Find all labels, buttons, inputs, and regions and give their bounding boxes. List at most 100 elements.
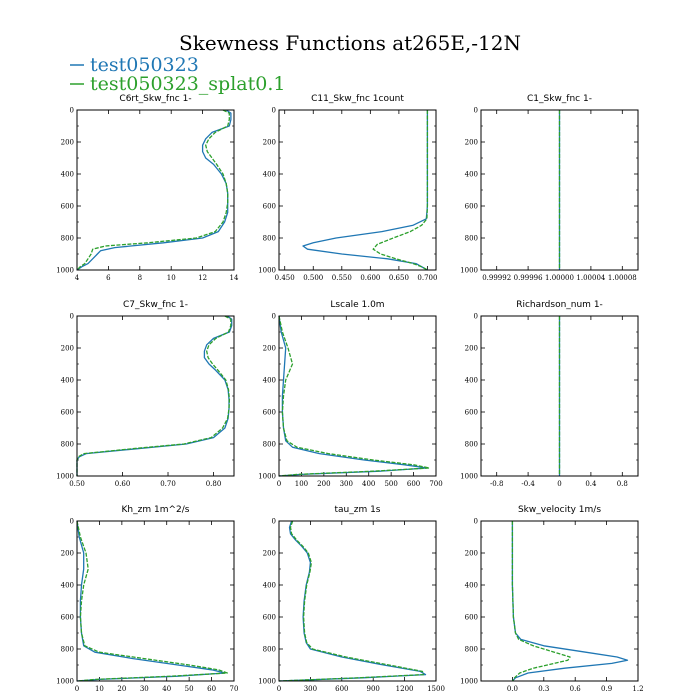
x-tick-label: 0.4 <box>585 480 597 488</box>
y-tick-label: 600 <box>465 203 478 211</box>
x-tick-label: 60 <box>207 685 216 693</box>
series-line-2 <box>278 520 425 682</box>
x-tick-label: 0.50 <box>69 480 85 488</box>
x-tick-label: 40 <box>162 685 171 693</box>
y-tick-label: 800 <box>263 235 276 243</box>
y-tick-label: 1000 <box>460 678 478 686</box>
y-tick-label: 800 <box>61 235 74 243</box>
y-tick-label: 600 <box>263 203 276 211</box>
series-line-2 <box>76 520 228 682</box>
legend-label-2: test050323_splat0.1 <box>90 73 285 95</box>
panel-2: C11_Skw_fnc 1count 0 200 400 600 800 10000.450… <box>258 94 437 282</box>
y-tick-label: 0 <box>272 107 276 115</box>
x-tick-label: 0.9 <box>601 685 612 693</box>
y-tick-label: 800 <box>263 646 276 654</box>
x-tick-label: 500 <box>384 480 397 488</box>
x-tick-label: 10 <box>95 685 104 693</box>
plot-frame <box>76 109 235 271</box>
y-tick-label: 0 <box>474 313 478 321</box>
x-tick-label: 1.2 <box>632 685 643 693</box>
x-tick-label: 12 <box>198 274 207 282</box>
y-tick-label: 400 <box>465 171 478 179</box>
y-tick-label: 600 <box>61 203 74 211</box>
x-tick-label: 600 <box>335 685 348 693</box>
y-tick-label: 1000 <box>56 678 74 686</box>
y-tick-label: 1000 <box>460 473 478 481</box>
plot-frame <box>278 315 437 477</box>
plot-frame <box>480 109 639 271</box>
panel-title: Kh_zm 1m^2/s <box>122 505 190 515</box>
x-tick-label: 30 <box>140 685 149 693</box>
y-tick-label: 400 <box>61 582 74 590</box>
x-tick-label: 1200 <box>396 685 414 693</box>
y-tick-label: 200 <box>465 550 478 558</box>
x-tick-label: 70 <box>230 685 239 693</box>
plot-frame <box>76 520 235 682</box>
series-line-2 <box>372 110 429 271</box>
x-tick-label: 20 <box>117 685 126 693</box>
panel-3: C1_Skw_fnc 1- 0 200 400 600 800 1000 0.99992 0.9… <box>460 94 639 282</box>
x-tick-label: 14 <box>230 274 239 282</box>
series-line-2 <box>76 315 232 476</box>
x-tick-label: 8 <box>138 274 142 282</box>
x-tick-label: 0.6 <box>570 685 582 693</box>
x-tick-label: 400 <box>362 480 375 488</box>
panel-title: C7_Skw_fnc 1- <box>123 300 188 310</box>
x-tick-label: 100 <box>295 480 308 488</box>
y-tick-label: 400 <box>263 171 276 179</box>
y-tick-label: 600 <box>263 614 276 622</box>
x-tick-label: -0.4 <box>521 480 535 488</box>
y-tick-label: 800 <box>465 441 478 449</box>
y-tick-label: 1000 <box>56 473 74 481</box>
y-tick-label: 200 <box>61 345 74 353</box>
y-tick-label: 0 <box>272 313 276 321</box>
x-tick-label: 0 <box>277 480 281 488</box>
panel-9: Skw_velocity 1m/s 0 200 400 600 800 1000 0.0 0.3… <box>460 505 643 693</box>
x-tick-label: 0.60 <box>115 480 131 488</box>
y-tick-label: 1000 <box>258 267 276 275</box>
series-line-2 <box>76 109 230 271</box>
y-tick-label: 600 <box>263 409 276 417</box>
panel-title: tau_zm 1s <box>334 505 380 515</box>
y-tick-label: 600 <box>61 409 74 417</box>
y-tick-label: 800 <box>61 646 74 654</box>
plot-frame <box>76 315 235 477</box>
x-tick-label: 900 <box>367 685 380 693</box>
y-tick-label: 1000 <box>56 267 74 275</box>
figure-title: Skewness Functions at265E,-12N <box>179 31 521 55</box>
series-line-1 <box>76 109 232 271</box>
x-tick-label: 0.70 <box>160 480 176 488</box>
y-tick-label: 200 <box>61 139 74 147</box>
y-tick-label: 800 <box>465 646 478 654</box>
y-tick-label: 400 <box>61 171 74 179</box>
plot-frame <box>278 109 437 271</box>
y-tick-label: 400 <box>263 377 276 385</box>
y-tick-label: 600 <box>465 409 478 417</box>
x-tick-label: 200 <box>317 480 330 488</box>
legend: test050323 test050323_splat0.1 <box>70 54 285 95</box>
plot-frame <box>480 520 639 682</box>
panel-title: C1_Skw_fnc 1- <box>527 94 592 104</box>
x-tick-label: 0.550 <box>332 274 352 282</box>
panel-title: Skw_velocity 1m/s <box>518 505 601 515</box>
y-tick-label: 0 <box>474 107 478 115</box>
series-line-1 <box>302 110 429 271</box>
x-tick-label: -0.8 <box>490 480 504 488</box>
panel-6: Richardson_num 1- 0 200 400 600 800 1000 -0.8 -0… <box>460 300 639 488</box>
x-tick-label: 0.99992 <box>482 274 511 282</box>
panel-title: C11_Skw_fnc 1count <box>311 94 404 104</box>
x-tick-label: 0.0 <box>507 685 518 693</box>
y-tick-label: 400 <box>263 582 276 590</box>
y-tick-label: 1000 <box>460 267 478 275</box>
y-tick-label: 200 <box>465 139 478 147</box>
x-tick-label: 600 <box>407 480 420 488</box>
y-tick-label: 1000 <box>258 473 276 481</box>
x-tick-label: 0 <box>277 685 281 693</box>
legend-label-1: test050323 <box>90 54 199 76</box>
y-tick-label: 200 <box>263 345 276 353</box>
x-tick-label: 0.500 <box>303 274 323 282</box>
x-tick-label: 0.700 <box>417 274 437 282</box>
